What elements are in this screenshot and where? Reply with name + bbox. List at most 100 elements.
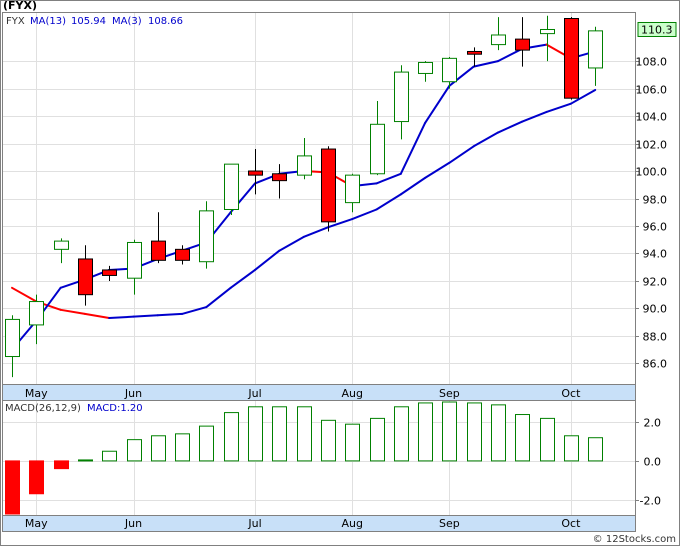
price-y-tick-label: 90.0	[643, 303, 668, 316]
candle-body	[5, 318, 20, 358]
macd-bar	[224, 412, 239, 462]
macd-x-tick-label: May	[25, 517, 48, 530]
ma-segment	[205, 286, 232, 309]
price-y-tick-label: 104.0	[636, 111, 668, 124]
macd-bar	[102, 450, 117, 462]
legend-ma3-label: MA(3)	[112, 16, 142, 27]
candle	[564, 17, 579, 100]
price-y-axis: 86.0 88.0 90.0 92.0 94.0 96.0 98.0 100.0 102.0 10…	[635, 56, 667, 371]
candle-body	[370, 123, 385, 175]
macd-x-tick-label: Aug	[341, 517, 362, 530]
price-y-tick-label: 86.0	[643, 358, 668, 371]
price-x-axis-band	[2, 384, 636, 401]
ma-segment	[472, 131, 499, 148]
macd-bar	[199, 425, 214, 462]
ma-segment	[399, 176, 427, 196]
ma-segment	[399, 121, 427, 175]
candle	[272, 164, 287, 199]
candle-body	[248, 170, 263, 176]
candle-body	[418, 61, 433, 74]
macd-x-tick-label: Oct	[561, 517, 581, 530]
macd-bar	[540, 417, 555, 462]
ma-segment	[351, 208, 378, 221]
candle	[418, 61, 433, 82]
candle-body	[175, 248, 190, 261]
macd-bar	[442, 401, 457, 462]
candle-body	[564, 17, 579, 99]
ma-segment	[424, 161, 451, 179]
ma-segment	[326, 218, 354, 229]
candle-body	[394, 71, 409, 123]
ma-segment	[448, 145, 475, 164]
macd-bar	[297, 406, 312, 462]
ma-segment	[11, 286, 38, 303]
macd-bar	[467, 402, 482, 462]
candle-body	[297, 155, 312, 176]
candle	[491, 17, 506, 51]
candle	[199, 201, 214, 269]
macd-bar	[370, 417, 385, 462]
candle-body	[54, 240, 69, 250]
candlesticks	[5, 15, 603, 378]
macd-y-tick-label: 0.0	[644, 456, 662, 469]
candle	[175, 245, 190, 265]
macd-y-axis: 2.0 0.0 -2.0	[635, 417, 661, 508]
ma-segment	[424, 84, 451, 124]
price-panel-frame	[2, 12, 636, 385]
candle-body	[442, 57, 457, 83]
macd-bar	[418, 402, 433, 462]
candle-body	[588, 30, 603, 69]
candle	[297, 138, 312, 180]
price-y-tick-label: 88.0	[643, 331, 668, 344]
ma-segment	[497, 47, 524, 63]
legend-ma3-value: 108.66	[148, 16, 183, 27]
candle	[394, 65, 409, 140]
candle	[515, 17, 530, 67]
macd-bar	[29, 460, 44, 495]
candle	[29, 294, 44, 345]
macd-x-axis: May Jun Jul Aug Sep Oct	[25, 517, 581, 530]
macd-bar	[588, 437, 603, 462]
ma-segment	[181, 306, 208, 315]
ma-segment	[472, 60, 499, 68]
candle	[102, 265, 117, 281]
candle-body	[321, 148, 336, 223]
candle-body	[345, 174, 360, 204]
macd-x-tick-label: Sep	[439, 517, 460, 530]
ma13-line	[11, 88, 597, 320]
macd-x-tick-label: Jun	[124, 517, 142, 530]
candle	[224, 163, 239, 215]
macd-bar	[272, 406, 287, 462]
macd-bar	[491, 404, 506, 462]
candle-body	[199, 210, 214, 263]
candle	[442, 56, 457, 89]
candle-body	[272, 173, 287, 182]
candle	[370, 100, 385, 176]
candle-body	[515, 38, 530, 51]
macd-bar	[321, 419, 336, 462]
macd-bar	[175, 433, 190, 462]
price-y-tick-label: 94.0	[643, 248, 668, 261]
legend-ma13-value: 105.94	[71, 16, 106, 27]
price-y-tick-label: 108.0	[636, 56, 668, 69]
candle-body	[127, 241, 142, 279]
candle	[467, 47, 482, 67]
candle-body	[102, 269, 117, 276]
candle-body	[29, 301, 44, 326]
candle	[5, 315, 20, 378]
macd-legend-value: MACD:1.20	[87, 403, 143, 414]
chart-title: (FYX)	[3, 0, 37, 12]
macd-y-tick-label: 2.0	[644, 417, 662, 430]
candle	[321, 146, 336, 232]
last-price-label: 110.3	[641, 23, 673, 36]
candle-body	[540, 28, 555, 35]
macd-histogram	[5, 401, 603, 515]
candle	[127, 239, 142, 295]
price-y-tick-label: 98.0	[643, 194, 668, 207]
ma-segment	[448, 65, 475, 87]
macd-bar	[394, 406, 409, 462]
candle	[540, 15, 555, 62]
macd-bar	[5, 460, 20, 515]
price-x-tick-label: Sep	[439, 387, 460, 400]
ma-segment	[278, 235, 305, 252]
